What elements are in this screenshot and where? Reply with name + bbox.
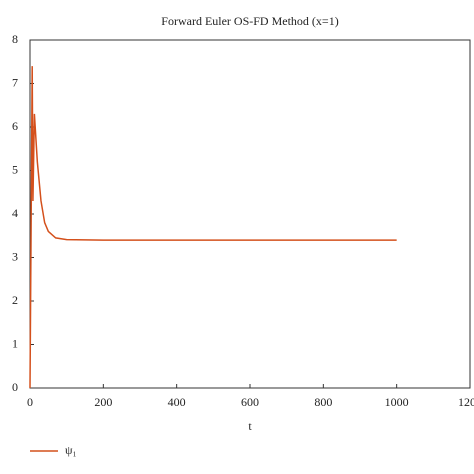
y-tick-label: 0	[12, 380, 18, 394]
chart-title: Forward Euler OS-FD Method (x=1)	[161, 14, 338, 28]
y-tick-label: 3	[12, 249, 18, 263]
y-tick-label: 1	[12, 336, 18, 350]
y-tick-label: 4	[12, 206, 18, 220]
plot-frame	[29, 39, 471, 389]
x-tick-label: 0	[27, 395, 33, 409]
legend-label: ψ₁	[65, 443, 77, 457]
y-tick-label: 8	[12, 32, 18, 46]
y-tick-label: 6	[12, 119, 18, 133]
x-tick-label: 800	[314, 395, 332, 409]
y-tick-label: 7	[12, 75, 18, 89]
series-line	[29, 66, 397, 389]
x-tick-label: 1000	[385, 395, 409, 409]
x-tick-label: 1200	[458, 395, 474, 409]
x-tick-label: 400	[168, 395, 186, 409]
x-tick-label: 600	[241, 395, 259, 409]
x-tick-label: 200	[94, 395, 112, 409]
y-tick-label: 2	[12, 293, 18, 307]
y-tick-label: 5	[12, 162, 18, 176]
x-axis-label: t	[248, 419, 252, 433]
